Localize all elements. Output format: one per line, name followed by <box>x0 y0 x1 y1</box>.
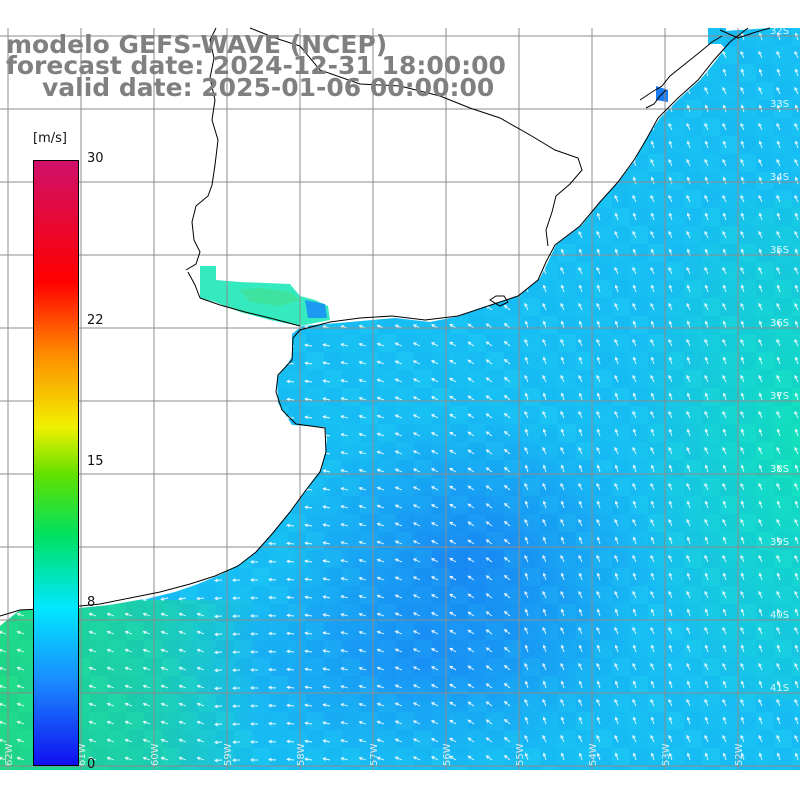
coastline <box>0 27 771 617</box>
colorbar-tick-30: 30 <box>87 151 104 166</box>
lon-label: 53W <box>661 743 672 766</box>
lat-label: 38S <box>770 464 789 475</box>
lon-label: 56W <box>442 743 453 766</box>
lon-label: 55W <box>515 743 526 766</box>
lat-label: 33S <box>770 99 789 110</box>
lon-label: 54W <box>588 743 599 766</box>
graticule <box>0 28 800 770</box>
colorbar-tick-15: 15 <box>87 454 104 469</box>
lat-label: 37S <box>770 391 789 402</box>
colorbar-tick-8: 8 <box>87 595 96 611</box>
lat-label: 41S <box>770 683 789 694</box>
colorbar-tick-22: 22 <box>87 312 104 328</box>
colorbar-unit: [m/s] <box>33 131 67 146</box>
lon-label: 52W <box>734 743 745 766</box>
lat-label: 40S <box>770 610 789 621</box>
lat-label: 39S <box>770 537 789 548</box>
latitude-labels: 32S 33S 34S 35S 36S 37S 38S 39S 40S 41S <box>770 26 789 694</box>
colorbar <box>33 160 79 766</box>
title-model: modelo GEFS-WAVE (NCEP) <box>6 30 388 59</box>
lat-label: 32S <box>770 26 789 37</box>
lat-label: 35S <box>770 245 789 256</box>
colorbar-tick-0: 0 <box>87 757 96 772</box>
lon-label: 59W <box>223 743 234 766</box>
lat-label: 34S <box>770 172 789 183</box>
lon-label: 58W <box>296 743 307 766</box>
lon-label: 62W <box>4 743 15 766</box>
longitude-labels: 62W61W60W59W58W57W56W55W54W53W52W51W <box>4 743 745 766</box>
title-forecast-date: forecast date: 2024-12-31 18:00:00 <box>6 51 506 80</box>
title-valid-date: valid date: 2025-01-06 00:00:00 <box>42 73 495 102</box>
lon-label: 61W <box>77 743 88 766</box>
lon-label: 60W <box>150 743 161 766</box>
lat-label: 36S <box>770 318 789 329</box>
lon-label: 57W <box>369 743 380 766</box>
